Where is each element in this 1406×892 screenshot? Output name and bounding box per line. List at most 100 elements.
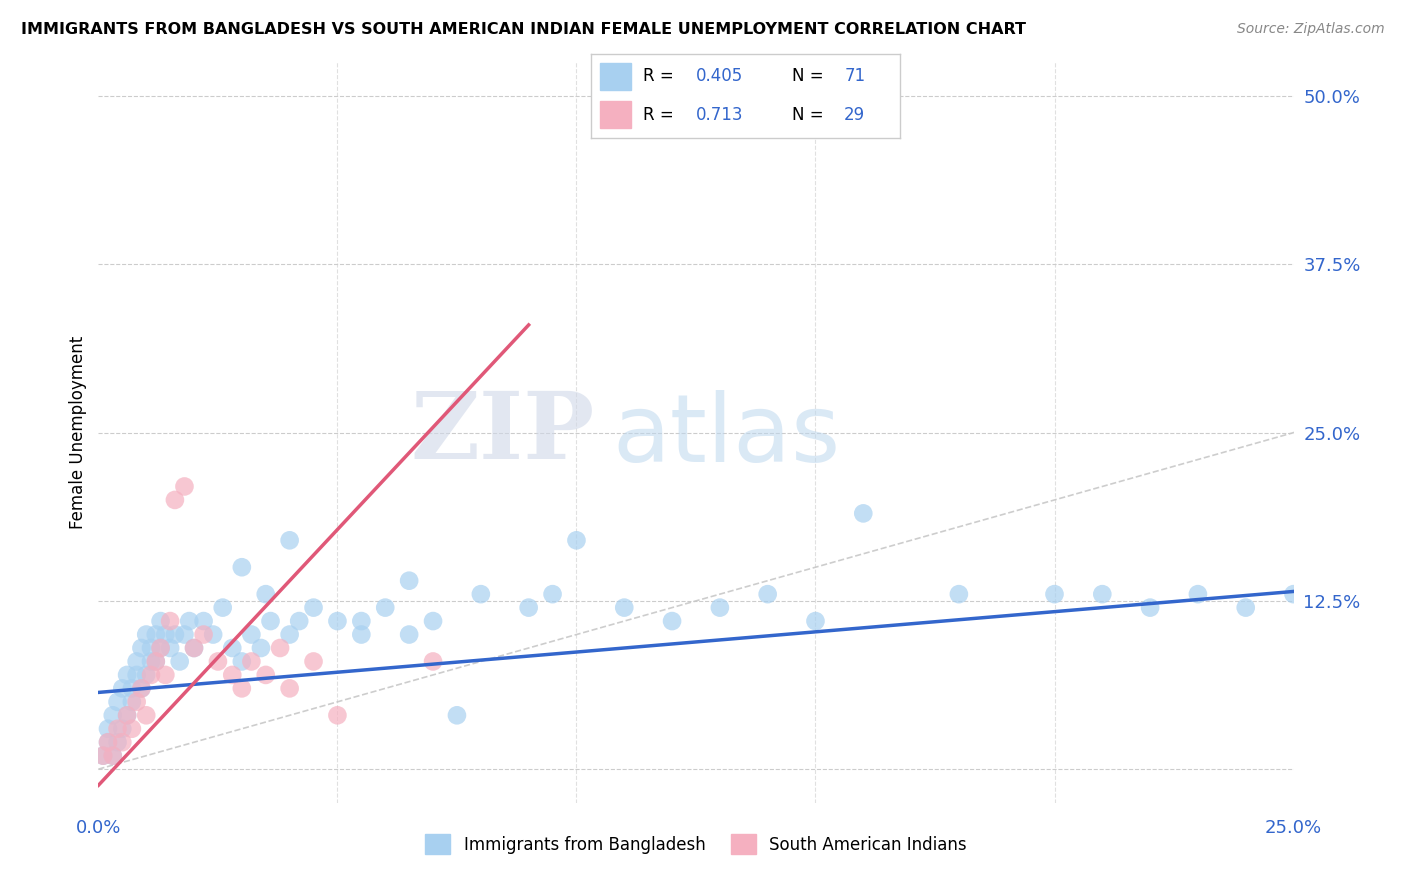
Point: [202, 627, 225, 641]
Point: [1139, 600, 1161, 615]
Point: [111, 722, 134, 736]
Point: [278, 533, 301, 548]
Point: [288, 614, 311, 628]
Point: [107, 695, 129, 709]
Point: [221, 640, 243, 655]
Text: R =: R =: [643, 105, 673, 123]
Point: [422, 655, 444, 669]
Point: [115, 708, 138, 723]
Point: [91, 748, 114, 763]
Text: 0.405: 0.405: [696, 68, 742, 86]
Point: [173, 479, 195, 493]
Point: [1234, 600, 1257, 615]
Point: [278, 627, 301, 641]
Text: 0.713: 0.713: [696, 105, 744, 123]
Point: [121, 695, 143, 709]
Point: [139, 640, 162, 655]
Point: [374, 600, 396, 615]
Point: [155, 627, 177, 641]
Point: [139, 668, 162, 682]
Point: [149, 640, 172, 655]
Text: 71: 71: [844, 68, 865, 86]
Bar: [600, 62, 631, 90]
Point: [250, 640, 273, 655]
Point: [254, 587, 277, 601]
Point: [149, 614, 172, 628]
Point: [302, 655, 325, 669]
Point: [163, 627, 186, 641]
Point: [231, 655, 253, 669]
Point: [240, 655, 263, 669]
Point: [193, 627, 215, 641]
Point: [326, 614, 349, 628]
Point: [240, 627, 263, 641]
Point: [183, 640, 205, 655]
Point: [135, 627, 157, 641]
Point: [135, 708, 157, 723]
Point: [183, 640, 205, 655]
Point: [145, 655, 167, 669]
Point: [101, 748, 124, 763]
Bar: [600, 101, 631, 128]
Point: [613, 600, 636, 615]
Point: [207, 655, 229, 669]
Point: [193, 614, 215, 628]
Point: [398, 574, 420, 588]
Point: [221, 668, 243, 682]
Point: [179, 614, 201, 628]
Point: [852, 507, 875, 521]
Text: ZIP: ZIP: [411, 388, 595, 477]
Point: [756, 587, 779, 601]
Point: [173, 627, 195, 641]
Point: [231, 681, 253, 696]
Point: [517, 600, 540, 615]
Point: [159, 640, 181, 655]
Point: [97, 722, 120, 736]
Text: R =: R =: [643, 68, 673, 86]
Point: [163, 492, 186, 507]
Point: [804, 614, 827, 628]
Point: [661, 614, 683, 628]
Text: Source: ZipAtlas.com: Source: ZipAtlas.com: [1237, 22, 1385, 37]
Point: [326, 708, 349, 723]
Point: [446, 708, 468, 723]
Point: [97, 735, 120, 749]
Point: [269, 640, 291, 655]
Point: [259, 614, 281, 628]
Point: [1282, 587, 1305, 601]
Point: [111, 735, 134, 749]
Point: [121, 681, 143, 696]
Point: [302, 600, 325, 615]
Point: [101, 708, 124, 723]
Point: [135, 668, 157, 682]
Point: [398, 627, 420, 641]
Point: [115, 708, 138, 723]
Point: [131, 681, 153, 696]
Text: N =: N =: [792, 105, 823, 123]
Point: [948, 587, 970, 601]
Point: [149, 640, 172, 655]
Point: [111, 681, 134, 696]
Point: [254, 668, 277, 682]
Point: [125, 655, 148, 669]
Point: [101, 748, 124, 763]
Point: [115, 668, 138, 682]
Point: [107, 735, 129, 749]
Point: [139, 655, 162, 669]
Text: atlas: atlas: [613, 391, 841, 483]
Point: [131, 640, 153, 655]
Point: [709, 600, 731, 615]
Point: [541, 587, 564, 601]
Point: [121, 722, 143, 736]
Point: [107, 722, 129, 736]
Point: [97, 735, 120, 749]
Point: [231, 560, 253, 574]
Point: [145, 627, 167, 641]
Point: [131, 681, 153, 696]
Point: [470, 587, 492, 601]
Point: [159, 614, 181, 628]
Text: N =: N =: [792, 68, 823, 86]
Point: [155, 668, 177, 682]
Point: [1043, 587, 1066, 601]
Point: [350, 627, 373, 641]
